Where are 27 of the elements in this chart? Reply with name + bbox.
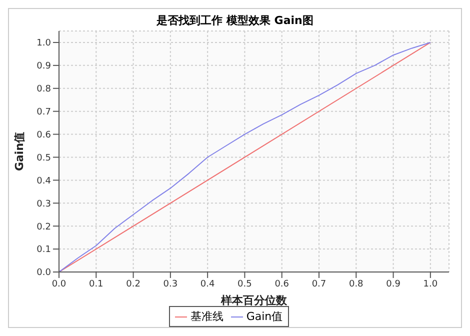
x-tick-label: 0.6 <box>274 279 290 290</box>
y-tick-label: 0.8 <box>36 84 52 95</box>
y-tick-label: 0.7 <box>36 108 51 118</box>
x-tick-label: 0.5 <box>238 279 252 290</box>
x-axis-title: 样本百分位数 <box>220 294 288 307</box>
y-tick-label: 0.2 <box>36 222 51 232</box>
y-tick-label: 0.6 <box>36 130 52 140</box>
y-tick-label: 0.5 <box>36 153 51 164</box>
y-tick-label: 1.0 <box>36 38 52 49</box>
y-axis-title: Gain值 <box>12 132 26 172</box>
y-tick-label: 0.4 <box>36 176 52 186</box>
y-tick-label: 0.9 <box>36 62 52 72</box>
legend-label: Gain值 <box>246 309 283 324</box>
x-tick-label: 0.4 <box>200 279 215 290</box>
x-tick-label: 0.0 <box>52 279 66 290</box>
x-tick-label: 0.8 <box>348 279 364 290</box>
x-tick-label: 0.7 <box>312 279 326 290</box>
legend-label: 基准线 <box>190 309 224 324</box>
y-tick-label: 0.1 <box>36 245 51 256</box>
y-tick-label: 0.0 <box>36 268 52 278</box>
chart-title: 是否找到工作 模型效果 Gain图 <box>156 13 314 27</box>
x-tick-label: 0.9 <box>386 279 401 290</box>
x-tick-label: 0.3 <box>163 279 178 290</box>
x-tick-label: 1.0 <box>423 279 438 290</box>
x-tick-label: 0.2 <box>126 279 140 290</box>
x-tick-label: 0.1 <box>88 279 104 290</box>
y-tick-label: 0.3 <box>36 199 51 210</box>
